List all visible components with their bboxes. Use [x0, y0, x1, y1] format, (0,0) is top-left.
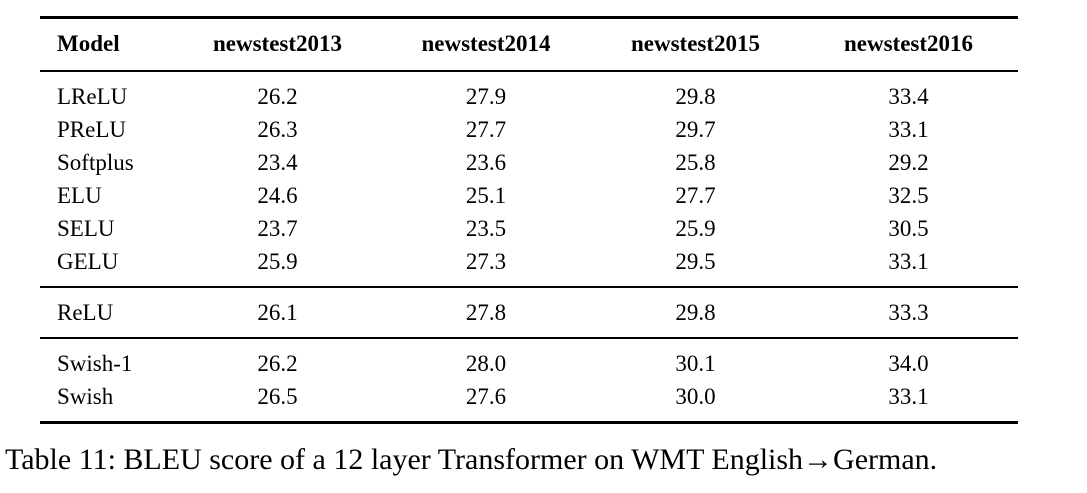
model-name-cell: Swish	[57, 384, 114, 409]
table-row: Swish 26.5 27.6 30.0 33.1	[40, 380, 1018, 423]
bleu-score-cell: 27.9	[465, 84, 507, 109]
column-header-newstest2016: newstest2016	[843, 31, 974, 56]
bleu-score-cell: 23.4	[257, 150, 298, 175]
table-row: ELU 24.6 25.1 27.7 32.5	[40, 179, 1018, 212]
table-group-relu-baseline: ReLU 26.1 27.8 29.8 33.3	[40, 287, 1018, 338]
bleu-score-table: Model newstest2013 newstest2014 newstest…	[40, 16, 1018, 424]
bleu-score-cell: 33.4	[888, 84, 929, 109]
bleu-score-cell: 25.8	[675, 150, 716, 175]
header-row: Model newstest2013 newstest2014 newstest…	[40, 18, 1018, 72]
bleu-score-cell: 24.6	[257, 183, 298, 208]
bleu-score-cell: 27.7	[465, 117, 507, 142]
model-name-cell: ReLU	[57, 300, 114, 325]
model-name-cell: PReLU	[57, 117, 126, 142]
bleu-score-cell: 34.0	[888, 351, 929, 376]
model-name-cell: GELU	[57, 249, 119, 274]
column-header-newstest2014: newstest2014	[421, 31, 551, 56]
bleu-score-cell: 29.2	[888, 150, 929, 175]
table-row: Softplus 23.4 23.6 25.8 29.2	[40, 146, 1018, 179]
model-name-cell: Softplus	[57, 150, 134, 175]
model-name-cell: ELU	[57, 183, 102, 208]
column-header-model: Model	[57, 31, 120, 56]
bleu-score-cell: 23.7	[257, 216, 298, 241]
bleu-score-cell: 33.1	[888, 117, 929, 142]
table-row: PReLU 26.3 27.7 29.7 33.1	[40, 113, 1018, 146]
bleu-score-cell: 29.8	[675, 84, 716, 109]
bleu-score-cell: 26.2	[257, 84, 298, 109]
bleu-score-cell: 26.1	[257, 300, 298, 325]
bleu-score-cell: 30.1	[675, 351, 716, 376]
bleu-score-cell: 26.2	[257, 351, 298, 376]
table-caption: Table 11: BLEU score of a 12 layer Trans…	[5, 443, 938, 476]
bleu-score-cell: 32.5	[888, 183, 929, 208]
model-name-cell: SELU	[57, 216, 115, 241]
model-name-cell: LReLU	[57, 84, 128, 109]
table-group-swish: Swish-1 26.2 28.0 30.1 34.0 Swish 26.5 27.6 30.0…	[40, 338, 1018, 423]
bleu-score-cell: 33.1	[888, 249, 929, 274]
bleu-score-cell: 26.3	[257, 117, 298, 142]
bleu-score-cell: 25.9	[675, 216, 716, 241]
bleu-score-cell: 33.1	[888, 384, 929, 409]
bleu-score-cell: 27.7	[675, 183, 716, 208]
bleu-score-cell: 27.3	[465, 249, 507, 274]
table-row: GELU 25.9 27.3 29.5 33.1	[40, 245, 1018, 287]
bleu-score-cell: 30.0	[675, 384, 716, 409]
bleu-score-cell: 23.6	[465, 150, 507, 175]
bleu-score-cell: 28.0	[465, 351, 507, 376]
bleu-score-cell: 25.9	[257, 249, 298, 274]
bleu-score-cell: 29.5	[675, 249, 716, 274]
column-header-newstest2015: newstest2015	[630, 31, 761, 56]
bleu-score-cell: 29.8	[675, 300, 716, 325]
table-row: Swish-1 26.2 28.0 30.1 34.0	[40, 338, 1018, 380]
table-row: SELU 23.7 23.5 25.9 30.5	[40, 212, 1018, 245]
bleu-score-cell: 29.7	[675, 117, 716, 142]
model-name-cell: Swish-1	[57, 351, 133, 376]
column-header-newstest2013: newstest2013	[212, 31, 343, 56]
table-header: Model newstest2013 newstest2014 newstest…	[40, 18, 1018, 72]
bleu-score-cell: 26.5	[257, 384, 298, 409]
bleu-score-cell: 27.8	[465, 300, 507, 325]
bleu-score-cell: 30.5	[888, 216, 929, 241]
table-row: LReLU 26.2 27.9 29.8 33.4	[40, 71, 1018, 113]
bleu-score-cell: 27.6	[465, 384, 507, 409]
bleu-score-cell: 33.3	[888, 300, 929, 325]
bleu-score-cell: 23.5	[465, 216, 507, 241]
bleu-score-cell: 25.1	[465, 183, 507, 208]
table-group-activations: LReLU 26.2 27.9 29.8 33.4 PReLU 26.3 27.7 29.7 33…	[40, 71, 1018, 287]
table-row: ReLU 26.1 27.8 29.8 33.3	[40, 287, 1018, 338]
